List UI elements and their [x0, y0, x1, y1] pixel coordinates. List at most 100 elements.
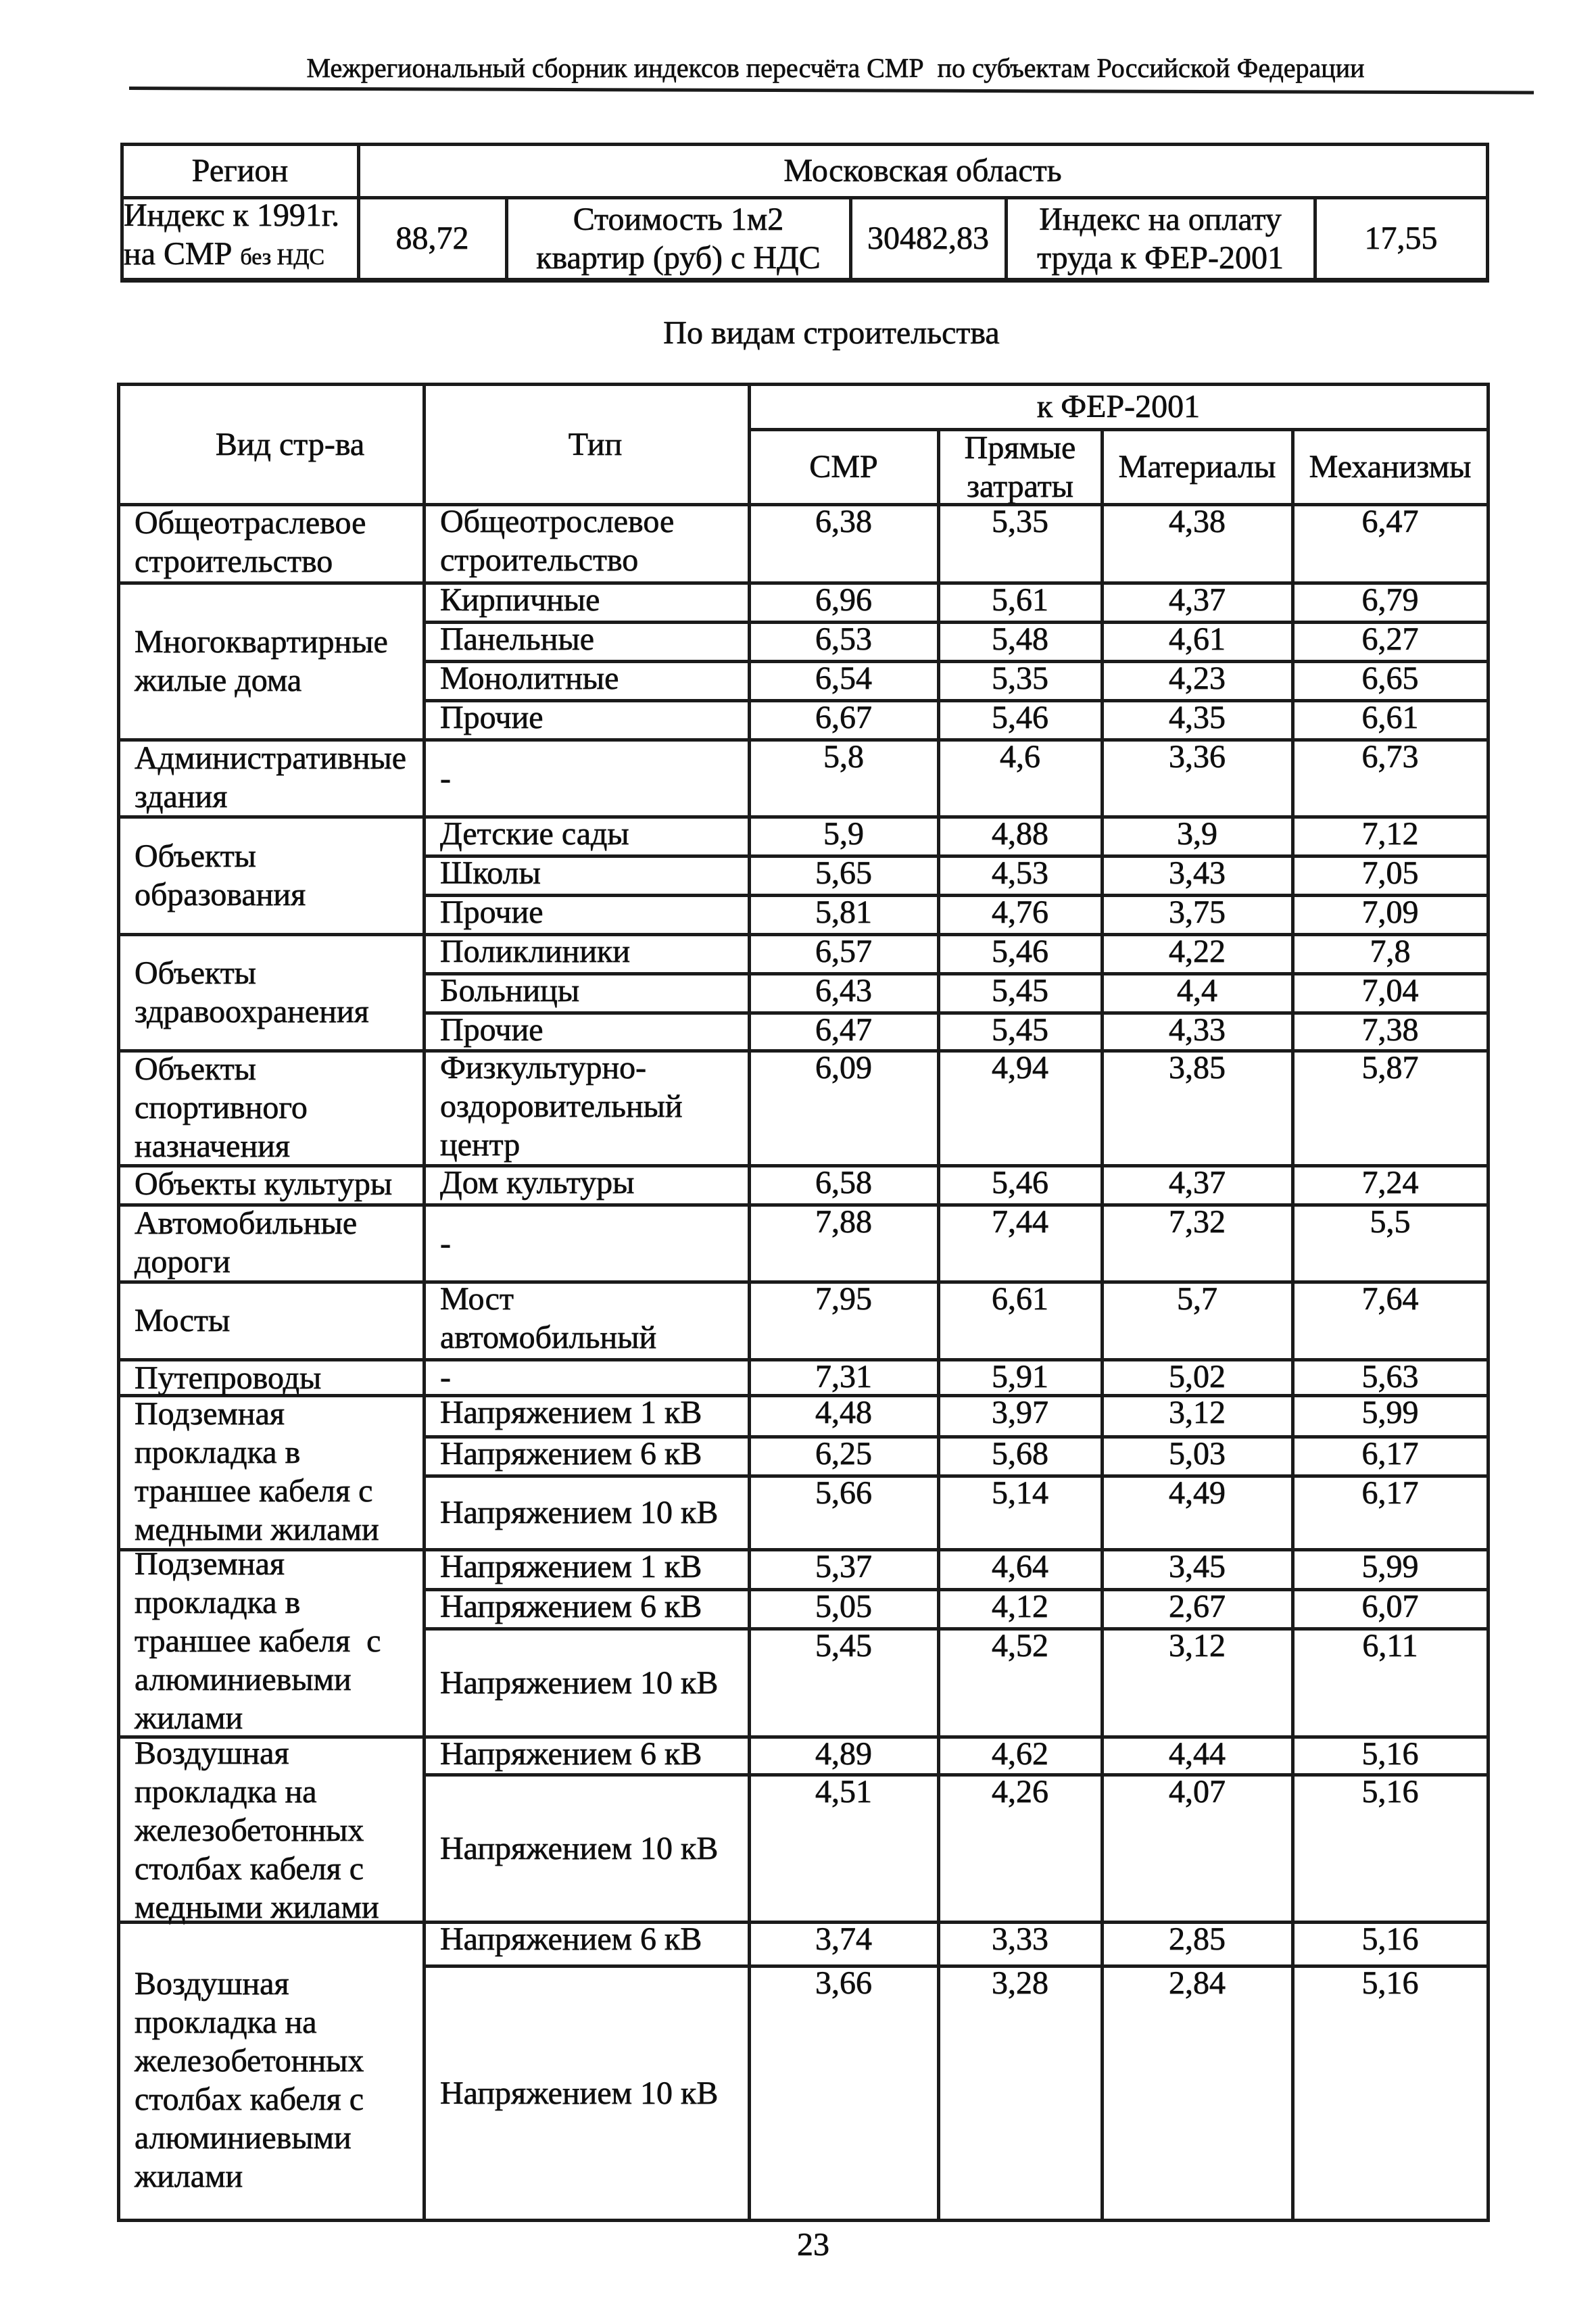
- value-cell: 3,36: [1169, 739, 1226, 775]
- value-cell: 6,65: [1361, 660, 1419, 697]
- type-cell-text: -: [440, 1225, 452, 1261]
- header-metric-cell-text: Прямые затраты: [964, 429, 1076, 504]
- construction-table-border-bottom: [116, 2218, 1490, 2222]
- value-cell: 5,48: [992, 621, 1049, 658]
- construction-table-group-divider: [116, 1280, 1490, 1284]
- region-label-cell-text: Регион: [191, 153, 289, 189]
- construction-table-group-divider: [116, 1203, 1490, 1207]
- construction-table-row-divider: [422, 1587, 1490, 1591]
- value-cell: 2,85: [1169, 1921, 1226, 1958]
- construction-table-group-divider: [116, 1393, 1490, 1397]
- value-cell: 6,73: [1361, 739, 1419, 775]
- type-cell: -: [424, 741, 749, 815]
- construction-table-row-divider: [422, 971, 1490, 975]
- header-kind-cell: Вид стр-ва: [137, 385, 443, 503]
- value-cell: 6,61: [992, 1281, 1049, 1318]
- value-cell: 3,28: [992, 1965, 1049, 2002]
- value-cell: 3,74: [815, 1921, 873, 1958]
- type-cell: Напряжением 6 кВ: [440, 1436, 702, 1472]
- value-cell: 3,33: [992, 1921, 1049, 1958]
- value-cell: 4,23: [1169, 660, 1226, 697]
- header-metric-cell: СМР: [749, 431, 938, 503]
- construction-table-group-divider: [116, 1357, 1490, 1361]
- labor-index-value-cell-text: 17,55: [1364, 220, 1438, 257]
- value-cell: 7,32: [1169, 1204, 1226, 1240]
- type-cell: Кирпичные: [440, 582, 600, 619]
- value-cell: 4,38: [1169, 504, 1226, 540]
- header-metric-cell-text: Механизмы: [1309, 449, 1472, 485]
- value-cell: 4,64: [992, 1549, 1049, 1585]
- value-cell: 5,37: [815, 1549, 873, 1585]
- value-cell: 5,16: [1361, 1921, 1419, 1958]
- index-1991-label-line2-small: без НДС: [240, 245, 325, 270]
- value-cell: 6,61: [1361, 700, 1419, 736]
- page-number: 23: [797, 2227, 830, 2263]
- construction-table-col-line: [1100, 427, 1104, 2222]
- type-cell: Напряжением 1 кВ: [440, 1549, 702, 1585]
- type-cell: Монолитные: [440, 660, 619, 697]
- type-cell: Напряжением 10 кВ: [424, 1477, 749, 1548]
- type-cell: Прочие: [440, 894, 543, 931]
- running-head-title: Межрегиональный сборник индексов пересчё…: [306, 53, 1365, 84]
- value-cell: 6,07: [1361, 1589, 1419, 1625]
- construction-table-fer-divider: [747, 427, 1490, 431]
- type-cell: Напряжением 10 кВ: [424, 1630, 749, 1735]
- kind-cell-text: Многоквартирные жилые дома: [135, 624, 388, 699]
- region-table-col-line: [848, 195, 852, 281]
- region-table-border-bottom: [120, 277, 1489, 283]
- section-title: По видам строительства: [663, 315, 1000, 352]
- cost-per-m2-label-cell-text: Стоимость 1м2 квартир (руб) с НДС: [536, 201, 821, 276]
- value-cell: 4,26: [992, 1774, 1049, 1810]
- value-cell: 5,87: [1361, 1050, 1419, 1086]
- type-cell: Школы: [440, 855, 541, 892]
- type-cell-text: Напряжением 10 кВ: [440, 1495, 719, 1531]
- kind-cell-text: Объекты здравоохранения: [135, 955, 369, 1030]
- cost-per-m2-value-cell: 30482,83: [850, 199, 1006, 278]
- value-cell: 7,24: [1361, 1165, 1419, 1201]
- construction-table-group-divider: [116, 1735, 1490, 1739]
- construction-table-row-divider: [422, 1474, 1490, 1478]
- kind-cell: Объекты образования: [118, 819, 424, 932]
- region-table-col-line: [356, 142, 360, 281]
- construction-table-row-divider: [422, 1626, 1490, 1631]
- kind-cell: Объекты спортивного назначения: [135, 1051, 308, 1165]
- construction-table-group-divider: [116, 1163, 1490, 1167]
- region-value-cell-text: Московская область: [783, 153, 1062, 189]
- value-cell: 6,58: [815, 1165, 873, 1201]
- value-cell: 4,37: [1169, 1165, 1226, 1201]
- index-1991-label-line1: Индекс к 1991г.: [124, 197, 340, 234]
- value-cell: 5,35: [992, 504, 1049, 540]
- value-cell: 6,53: [815, 621, 873, 658]
- construction-table-col-line: [1290, 427, 1295, 2222]
- value-cell: 5,16: [1361, 1736, 1419, 1772]
- value-cell: 4,33: [1169, 1012, 1226, 1048]
- type-cell: Детские сады: [440, 816, 629, 852]
- header-metric-cell: Прямые затраты: [938, 429, 1102, 504]
- kind-cell: Путепроводы: [135, 1360, 322, 1397]
- value-cell: 4,62: [992, 1736, 1049, 1772]
- value-cell: 3,97: [992, 1395, 1049, 1431]
- value-cell: 7,12: [1361, 816, 1419, 852]
- value-cell: 6,38: [815, 504, 873, 540]
- value-cell: 4,76: [992, 894, 1049, 931]
- construction-table-group-divider: [116, 1920, 1490, 1924]
- type-cell-text: Напряжением 10 кВ: [440, 1830, 719, 1866]
- value-cell: 2,84: [1169, 1965, 1226, 2002]
- construction-table-col-line: [936, 427, 940, 2222]
- value-cell: 4,94: [992, 1050, 1049, 1086]
- construction-table-row-divider: [422, 620, 1490, 624]
- construction-table-group-divider: [116, 1547, 1490, 1551]
- region-table-border-right: [1485, 142, 1489, 281]
- value-cell: 7,09: [1361, 894, 1419, 931]
- value-cell: 4,48: [815, 1395, 873, 1431]
- value-cell: 5,16: [1361, 1965, 1419, 2002]
- value-cell: 5,46: [992, 1165, 1049, 1201]
- value-cell: 4,53: [992, 855, 1049, 892]
- region-table-col-line: [1004, 195, 1008, 281]
- value-cell: 4,37: [1169, 582, 1226, 619]
- value-cell: 6,25: [815, 1436, 873, 1472]
- value-cell: 5,16: [1361, 1774, 1419, 1810]
- value-cell: 3,12: [1169, 1628, 1226, 1664]
- value-cell: 6,57: [815, 934, 873, 970]
- value-cell: 5,66: [815, 1475, 873, 1512]
